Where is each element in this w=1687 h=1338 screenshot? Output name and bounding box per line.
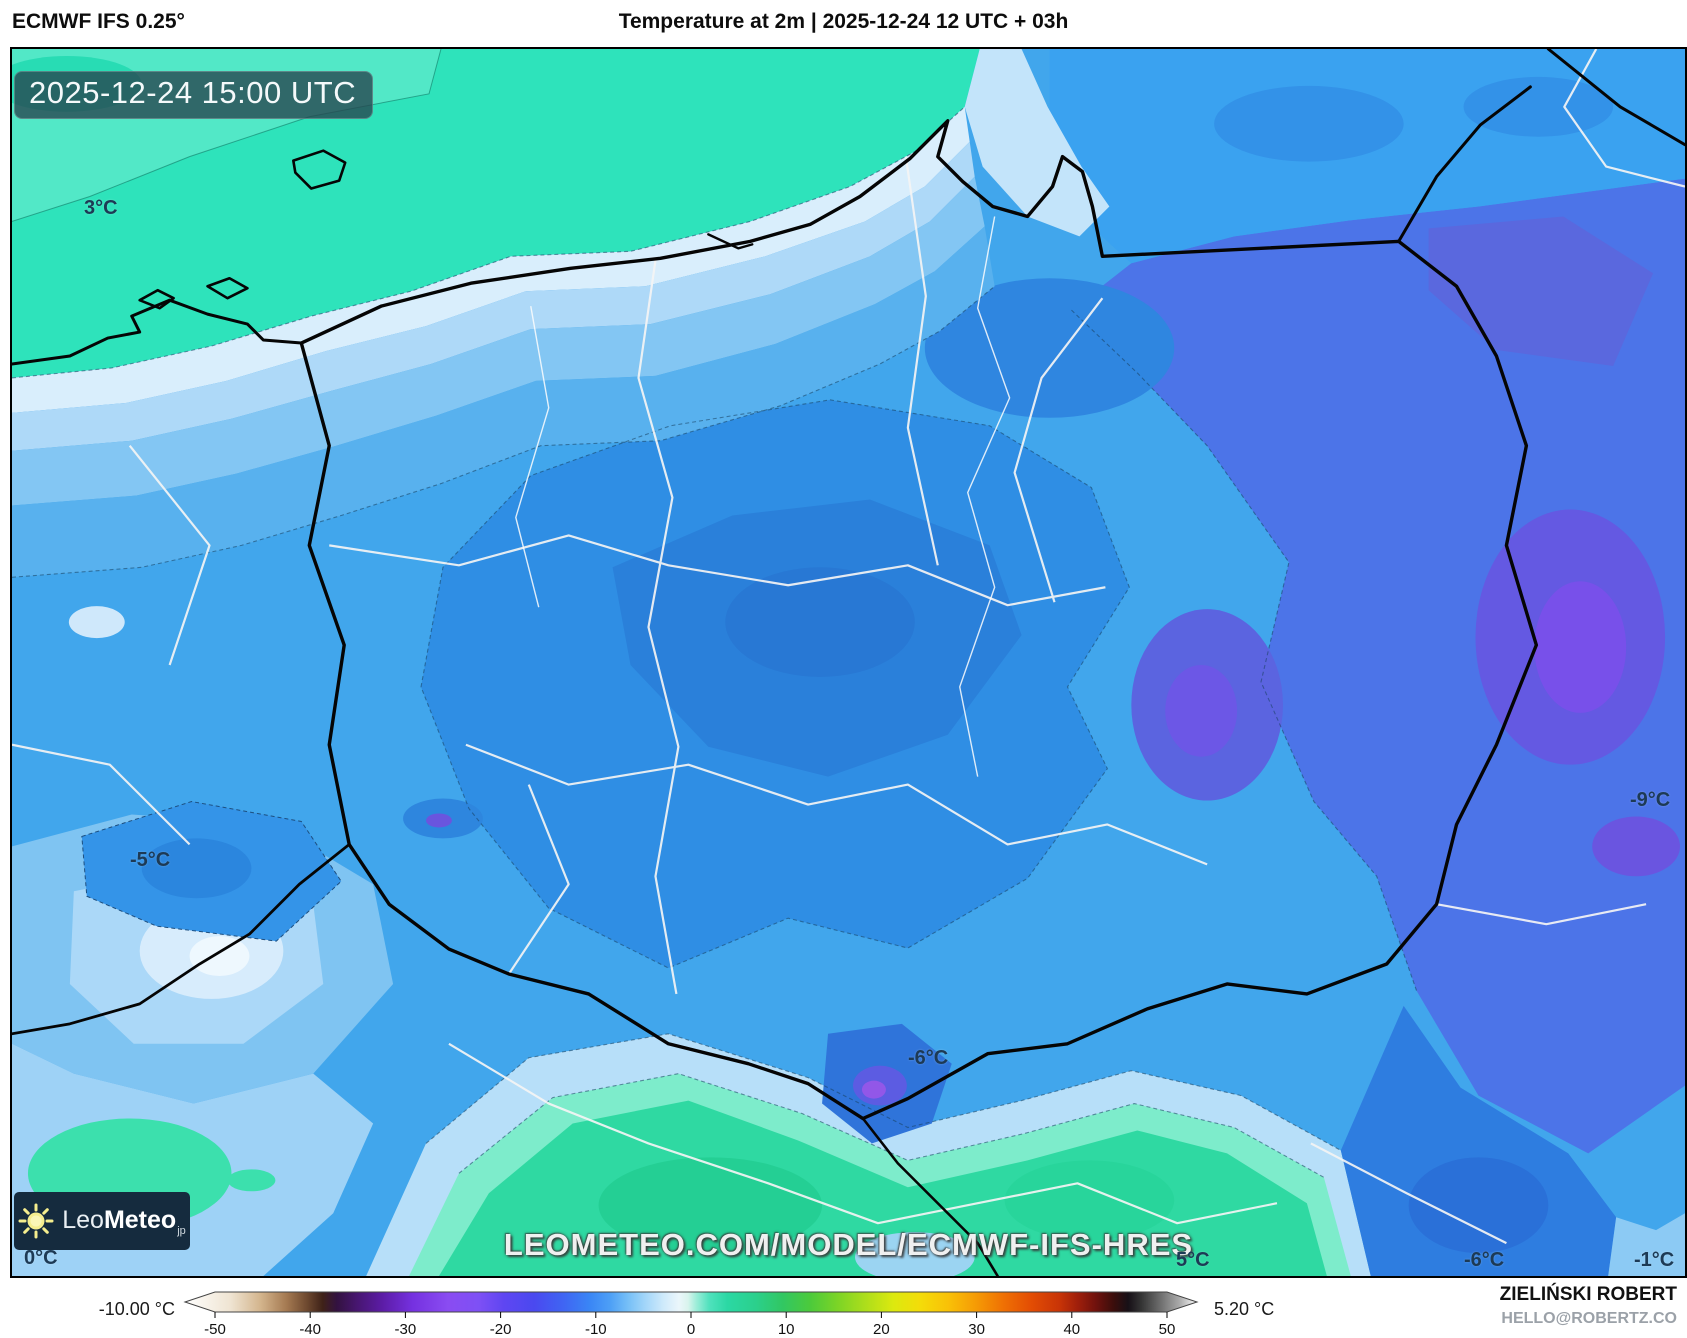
map-temp-label: -5°C <box>130 849 171 871</box>
author-email: HELLO@ROBERTZ.CO <box>1501 1310 1677 1327</box>
svg-text:30: 30 <box>968 1321 985 1338</box>
map-temp-label: -6°C <box>908 1047 949 1069</box>
svg-text:10: 10 <box>778 1321 795 1338</box>
map-canvas <box>12 49 1685 1276</box>
map-temp-label: -1°C <box>1634 1249 1675 1271</box>
credits-block: ZIELIŃSKI ROBERT HELLO@ROBERTZ.CO <box>1500 1284 1677 1328</box>
svg-text:40: 40 <box>1063 1321 1080 1338</box>
colorbar-min-label: -10.00 °C <box>98 1299 175 1319</box>
map-temp-label: -6°C <box>1464 1249 1505 1271</box>
svg-text:-10: -10 <box>585 1321 607 1338</box>
map-temp-label: 5°C <box>1176 1249 1210 1271</box>
svg-text:0: 0 <box>687 1321 695 1338</box>
page-title: Temperature at 2m | 2025-12-24 12 UTC + … <box>618 10 1069 33</box>
svg-text:50: 50 <box>1159 1321 1176 1338</box>
model-label: ECMWF IFS 0.25° <box>12 10 185 33</box>
logo-text: LeoMeteojp <box>62 1205 186 1237</box>
svg-text:-20: -20 <box>490 1321 512 1338</box>
colorbar-max-label: 5.20 °C <box>1214 1299 1275 1319</box>
timestamp-badge: 2025-12-24 15:00 UTC <box>14 71 374 119</box>
temperature-map: 2025-12-24 15:00 UTC LEOMETEO.COM/MODEL/… <box>10 47 1687 1278</box>
map-temp-label: -9°C <box>1630 789 1671 811</box>
watermark-text: LEOMETEO.COM/MODEL/ECMWF-IFS-HRES <box>503 1227 1194 1262</box>
svg-text:-50: -50 <box>204 1321 226 1338</box>
map-temp-label: 0°C <box>24 1247 58 1269</box>
svg-text:-30: -30 <box>395 1321 417 1338</box>
svg-text:20: 20 <box>873 1321 890 1338</box>
leometeo-logo: LeoMeteojp <box>14 1192 190 1250</box>
svg-text:-40: -40 <box>299 1321 321 1338</box>
author-name: ZIELIŃSKI ROBERT <box>1499 1284 1677 1305</box>
map-temp-label: 3°C <box>84 197 118 219</box>
temperature-colorbar: -50 -40 -30 -20 -10 0 10 20 30 40 50 <box>183 1291 1199 1338</box>
sun-icon <box>18 1203 54 1239</box>
